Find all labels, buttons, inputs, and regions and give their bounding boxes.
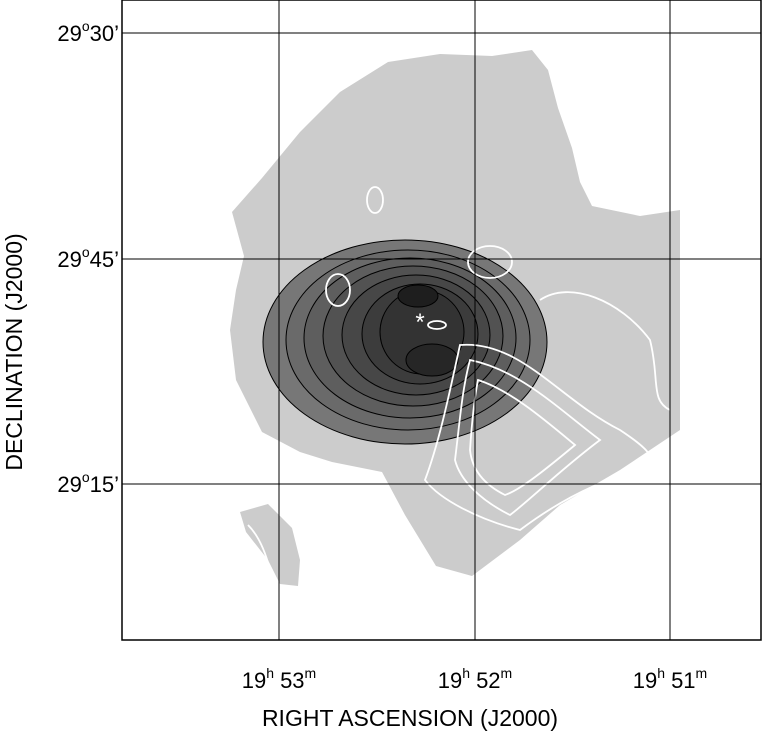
- source-marker: *: [415, 309, 424, 336]
- tick-part: 29: [57, 21, 81, 46]
- contours: [262, 239, 548, 445]
- map: *: [121, 0, 762, 641]
- tick-part: 29: [57, 247, 81, 272]
- tick-part: 51: [671, 668, 695, 693]
- tick-part: 15’: [90, 472, 119, 497]
- tick-part: 19: [438, 668, 462, 693]
- tick-part: 29: [57, 472, 81, 497]
- tick-unit: h: [657, 665, 665, 681]
- tick-part: 30’: [90, 21, 119, 46]
- y-axis-label: DECLINATION (J2000): [1, 233, 27, 470]
- x-tick-label: 19h 52m: [438, 665, 512, 693]
- tick-part: 53: [280, 668, 304, 693]
- tick-part: 45’: [90, 247, 119, 272]
- tick-part: 19: [242, 668, 266, 693]
- gray-emission: [240, 504, 300, 586]
- y-tick-label: 29o15’: [57, 469, 119, 497]
- tick-unit: m: [696, 665, 708, 681]
- tick-unit: h: [462, 665, 470, 681]
- tick-unit: o: [82, 18, 90, 34]
- tick-unit: m: [501, 665, 513, 681]
- tick-part: 19: [633, 668, 657, 693]
- tick-unit: o: [82, 469, 90, 485]
- grid: [122, 0, 761, 640]
- tick-unit: o: [82, 244, 90, 260]
- white-contours: [247, 186, 671, 571]
- x-tick-label: 19h 51m: [633, 665, 707, 693]
- y-tick-label: 29o45’: [57, 244, 119, 272]
- tick-unit: m: [305, 665, 317, 681]
- x-tick-label: 19h 53m: [242, 665, 316, 693]
- y-tick-label: 29o30’: [57, 18, 119, 46]
- x-axis-label: RIGHT ASCENSION (J2000): [262, 705, 558, 731]
- tick-unit: h: [266, 665, 274, 681]
- tick-part: 52: [476, 668, 500, 693]
